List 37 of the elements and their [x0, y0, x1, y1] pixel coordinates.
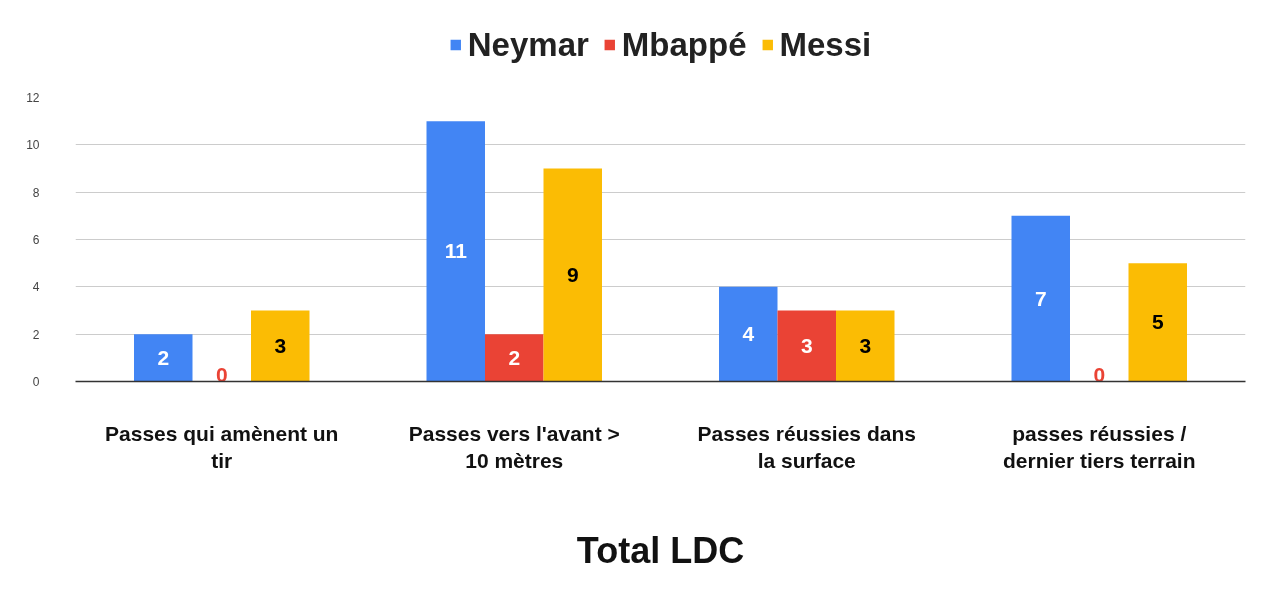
- data-label: 11: [444, 239, 468, 263]
- bar: [543, 168, 602, 382]
- bar: [1011, 215, 1070, 382]
- y-tick-label: 2: [32, 327, 40, 342]
- data-label: 3: [274, 334, 287, 357]
- data-label: 7: [1034, 286, 1047, 310]
- data-label: 2: [508, 345, 521, 369]
- bar: [719, 286, 778, 382]
- legend-label: Mbappé: [621, 25, 747, 64]
- bar: [836, 310, 895, 382]
- y-tick-label: 0: [32, 375, 40, 389]
- data-label: 4: [742, 322, 755, 346]
- bar: [134, 334, 193, 382]
- y-tick-label: 12: [26, 91, 40, 105]
- x-axis-title: Total LDC: [576, 530, 745, 572]
- bar: [1128, 263, 1187, 382]
- bar: [251, 310, 310, 382]
- x-tick-label: passes réussies / dernier tiers terrain: [1002, 421, 1196, 473]
- data-label: 0: [215, 362, 228, 386]
- y-tick-label: 10: [26, 138, 40, 153]
- y-tick-label: 8: [32, 185, 40, 200]
- y-tick-label: 4: [32, 280, 40, 295]
- data-label: 3: [800, 334, 813, 357]
- x-tick-label: Passes réussies dans la surface: [697, 421, 916, 473]
- data-label: 0: [1093, 362, 1106, 386]
- y-tick-label: 6: [32, 233, 40, 247]
- bar: [426, 121, 485, 382]
- data-label: 9: [566, 263, 579, 286]
- data-label: 3: [859, 334, 872, 357]
- x-tick-label: Passes vers l'avant > 10 mètres: [408, 421, 620, 473]
- data-label: 2: [157, 345, 170, 369]
- legend-label: Neymar: [467, 25, 589, 64]
- legend-label: Messi: [779, 25, 872, 64]
- bar: [777, 310, 836, 382]
- x-tick-label: Passes qui amènent un tir: [105, 421, 339, 473]
- bar: [485, 334, 544, 382]
- data-label: 5: [1151, 310, 1164, 334]
